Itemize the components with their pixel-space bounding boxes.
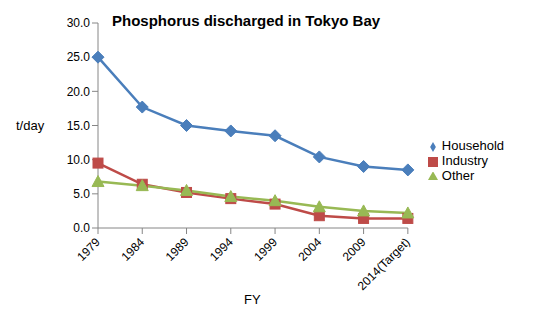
html-text:Household: Household bbox=[441, 138, 504, 153]
html-text:t/day: t/day bbox=[16, 118, 45, 133]
svg-text:25.0: 25.0 bbox=[67, 50, 91, 64]
svg-text:1994: 1994 bbox=[207, 235, 236, 264]
svg-text:5.0: 5.0 bbox=[73, 187, 90, 201]
svg-text:1999: 1999 bbox=[251, 235, 280, 264]
svg-text:1989: 1989 bbox=[163, 235, 192, 264]
svg-text:10.0: 10.0 bbox=[67, 153, 91, 167]
html-text:Other: Other bbox=[441, 168, 475, 183]
svg-text:20.0: 20.0 bbox=[67, 85, 91, 99]
svg-text:2009: 2009 bbox=[340, 235, 369, 264]
svg-text:2014(Target): 2014(Target) bbox=[355, 235, 413, 293]
svg-text:2004: 2004 bbox=[295, 235, 324, 264]
svg-text:30.0: 30.0 bbox=[67, 16, 91, 30]
svg-text:1984: 1984 bbox=[118, 235, 147, 264]
svg-text:0.0: 0.0 bbox=[73, 221, 90, 235]
html-text:Industry: Industry bbox=[441, 153, 489, 168]
html-text:FY: FY bbox=[244, 292, 261, 307]
html-text:Phosphorus discharged in Tokyo: Phosphorus discharged in Tokyo Bay bbox=[112, 12, 381, 29]
svg-text:15.0: 15.0 bbox=[67, 119, 91, 133]
svg-text:1979: 1979 bbox=[74, 235, 103, 264]
